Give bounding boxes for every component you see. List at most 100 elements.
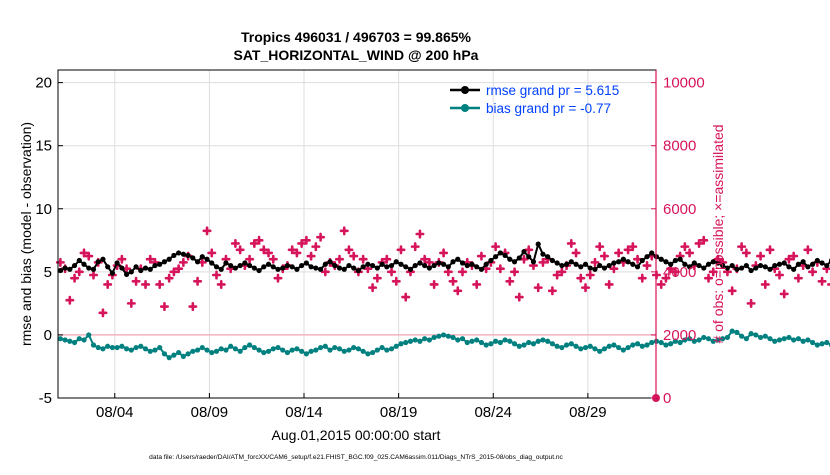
bias-point <box>95 344 101 351</box>
obs-count-point <box>538 257 548 267</box>
bias-point <box>554 343 560 349</box>
obs-count-point <box>287 245 297 255</box>
bias-point <box>459 336 466 342</box>
rmse-point <box>644 254 650 260</box>
bias-point <box>592 346 598 352</box>
obs-count-point <box>453 286 463 296</box>
rmse-point <box>261 264 267 270</box>
rmse-point <box>597 262 603 269</box>
rmse-point <box>800 259 806 265</box>
obs-count-point <box>155 279 165 289</box>
bias-point <box>393 343 399 349</box>
obs-count-point <box>65 295 75 305</box>
rmse-point <box>152 262 158 269</box>
rmse-point <box>724 265 731 271</box>
obs-count-point <box>211 270 221 280</box>
obs-count-point <box>604 279 614 289</box>
bias-point <box>795 336 802 342</box>
bias-point <box>649 339 655 346</box>
rmse-point <box>346 262 352 269</box>
rmse-point <box>781 260 787 266</box>
bias-point <box>493 338 499 344</box>
bias-point <box>606 343 612 349</box>
bias-point <box>138 343 144 349</box>
rmse-point <box>819 260 825 266</box>
left-axis-ticks: -5 0 5 10 15 20 <box>35 75 63 407</box>
rmse-point <box>142 265 149 271</box>
obs-count-point <box>793 273 803 283</box>
obs-count-point <box>443 267 453 277</box>
rmse-point <box>100 256 106 262</box>
obs-count-point <box>595 242 605 252</box>
right-tick-label: 10000 <box>663 75 705 92</box>
rmse-point <box>753 265 759 271</box>
bias-point <box>317 344 324 351</box>
bias-point <box>299 348 305 354</box>
rmse-point <box>587 265 593 271</box>
obs-count-point <box>779 289 789 299</box>
bias-point <box>426 337 432 343</box>
x-tick-label: 08/29 <box>569 404 607 421</box>
bias-point <box>814 342 820 348</box>
obs-count-point <box>79 248 89 258</box>
x-tick-label: 08/04 <box>96 404 134 421</box>
obs-count-point <box>439 248 449 258</box>
bias-point <box>261 349 267 356</box>
bias-point <box>563 342 570 348</box>
obs-count-point <box>334 254 344 264</box>
bias-point <box>620 347 626 353</box>
rmse-point <box>76 257 82 264</box>
obs-count-point <box>273 273 283 283</box>
obs-count-point <box>746 298 756 308</box>
rmse-point <box>327 259 333 265</box>
bias-point <box>308 348 314 354</box>
obs-count-point <box>349 251 359 261</box>
rmse-point <box>705 261 712 267</box>
obs-count-point <box>694 238 704 248</box>
rmse-point <box>535 241 541 247</box>
bias-point <box>483 342 489 348</box>
obs-count-point <box>230 238 240 248</box>
bias-point <box>351 344 357 351</box>
bias-point <box>824 339 830 346</box>
bias-point <box>105 343 111 349</box>
bias-point <box>772 338 778 344</box>
rmse-point <box>86 265 92 271</box>
obs-count-point <box>391 276 401 286</box>
bias-point <box>819 341 825 347</box>
rmse-point <box>502 252 508 259</box>
bias-point <box>313 347 319 353</box>
bias-point <box>710 338 716 344</box>
bias-point <box>114 344 120 351</box>
rmse-point <box>109 270 116 276</box>
obs-count-point <box>188 302 198 312</box>
bias-point <box>403 339 409 346</box>
obs-count-point <box>145 254 155 264</box>
rmse-point <box>242 260 248 266</box>
rmse-point <box>440 261 447 267</box>
bias-point <box>407 338 414 344</box>
obs-count-point <box>410 242 420 252</box>
bias-point <box>507 338 513 344</box>
obs-count-point <box>98 308 108 318</box>
rmse-point <box>809 261 816 267</box>
bias-point <box>748 331 754 337</box>
obs-count-point <box>642 261 652 271</box>
bias-point <box>724 334 731 341</box>
rmse-point <box>431 262 437 269</box>
obs-count-point <box>765 245 775 255</box>
rmse-point <box>649 250 655 256</box>
obs-count-point <box>737 242 747 252</box>
bias-point <box>109 344 116 351</box>
chart-title-line2: SAT_HORIZONTAL_WIND @ 200 hPa <box>234 47 479 63</box>
obs-count-point <box>614 248 624 258</box>
obs-count-point <box>599 251 609 261</box>
rmse-point <box>634 264 641 270</box>
rmse-point <box>317 266 324 272</box>
bias-point <box>545 338 551 344</box>
obs-count-point <box>401 292 411 302</box>
bias-point <box>133 344 139 351</box>
rmse-point <box>166 256 172 262</box>
rmse-point <box>578 264 584 270</box>
rmse-point <box>540 251 546 257</box>
